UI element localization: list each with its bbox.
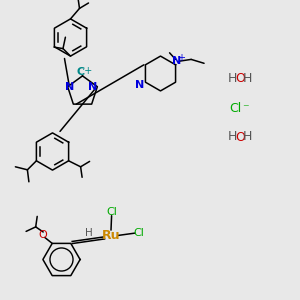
Text: Cl: Cl — [230, 101, 242, 115]
Text: N: N — [65, 82, 75, 92]
Text: C: C — [77, 67, 85, 77]
Text: N: N — [88, 82, 98, 92]
Text: H: H — [243, 130, 252, 143]
Text: :+: :+ — [81, 65, 93, 76]
Text: +: + — [177, 53, 185, 63]
Text: H: H — [85, 228, 92, 238]
Text: O: O — [235, 72, 245, 85]
Text: Cl: Cl — [133, 228, 144, 238]
Text: H: H — [243, 71, 252, 85]
Text: O: O — [38, 230, 47, 240]
Text: ⁻: ⁻ — [239, 101, 250, 115]
Text: Cl: Cl — [106, 207, 117, 217]
Text: N: N — [135, 80, 145, 90]
Text: H: H — [228, 130, 237, 143]
Text: O: O — [235, 130, 245, 144]
Text: Ru: Ru — [102, 229, 120, 242]
Text: H: H — [228, 71, 237, 85]
Text: N: N — [172, 56, 181, 66]
